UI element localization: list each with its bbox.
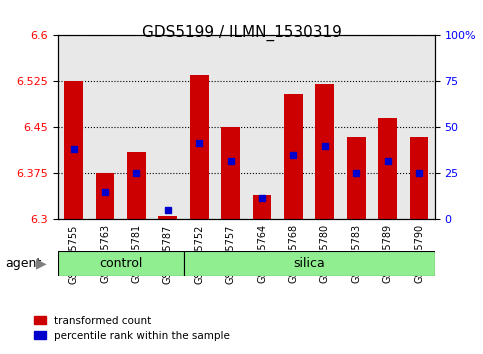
Bar [64,81,83,219]
Bar [96,173,114,219]
Bar [190,75,209,219]
Text: ▶: ▶ [36,257,47,271]
Text: control: control [99,257,142,270]
FancyBboxPatch shape [184,251,435,276]
Bar [253,195,271,219]
Bar [158,216,177,219]
Text: GDS5199 / ILMN_1530319: GDS5199 / ILMN_1530319 [142,25,341,41]
Bar [347,137,366,219]
Text: silica: silica [293,257,325,270]
Bar [284,94,303,219]
Bar [315,85,334,219]
Bar [378,118,397,219]
Bar [127,152,146,219]
Bar [221,127,240,219]
Legend: transformed count, percentile rank within the sample: transformed count, percentile rank withi… [29,312,234,345]
Bar [410,137,428,219]
FancyBboxPatch shape [58,251,184,276]
Text: agent: agent [5,257,41,270]
